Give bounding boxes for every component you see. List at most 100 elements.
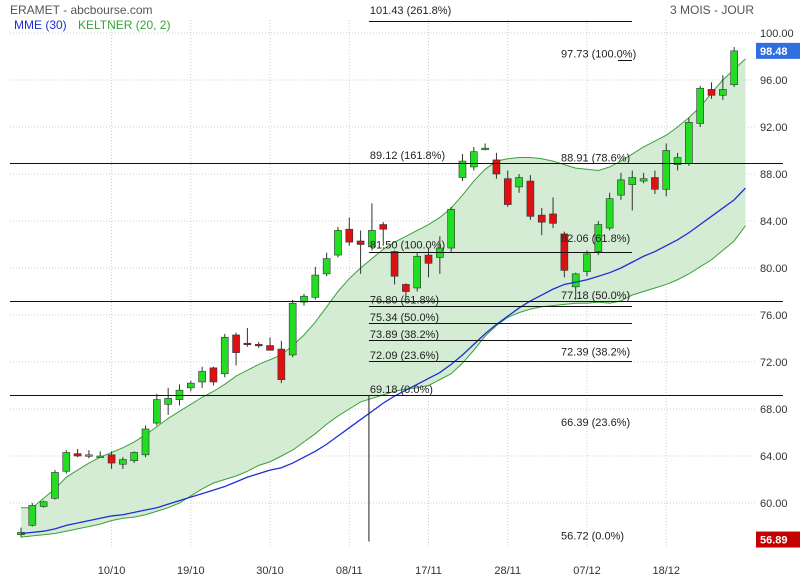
fibonacci-label: 97.73 (100.0%) — [561, 49, 636, 61]
candle-body — [62, 452, 71, 472]
candle-body — [503, 178, 512, 205]
x-tick-label: 30/10 — [256, 565, 284, 577]
x-tick-label: 10/10 — [98, 565, 126, 577]
candle-body — [368, 230, 376, 248]
candle-body — [515, 177, 523, 188]
candle-body — [119, 459, 127, 465]
x-tick-label: 17/11 — [415, 565, 442, 577]
candle-body — [322, 258, 331, 275]
fibonacci-label: 73.89 (38.2%) — [370, 329, 439, 341]
candle-body — [481, 147, 489, 150]
candle-body — [28, 505, 37, 526]
candle-body — [187, 382, 195, 389]
candle-body — [198, 371, 206, 383]
y-tick-label: 68.00 — [760, 404, 788, 416]
candle-body — [719, 89, 727, 96]
candle-body — [605, 198, 614, 229]
y-tick-label: 80.00 — [760, 263, 788, 275]
candle-body — [594, 224, 603, 252]
y-tick-label: 72.00 — [760, 357, 788, 369]
candle-body — [639, 178, 648, 182]
candle-body — [673, 157, 682, 165]
candle-body — [730, 50, 738, 86]
candle-body — [277, 348, 286, 380]
candle-body — [492, 159, 501, 175]
candle-body — [402, 284, 410, 292]
fibonacci-label: 66.39 (23.6%) — [561, 417, 630, 429]
candle-body — [300, 295, 308, 303]
candle-body — [571, 273, 580, 288]
candle-body — [617, 179, 625, 196]
fibonacci-label: 56.72 (0.0%) — [561, 531, 624, 543]
candle-body — [662, 150, 671, 190]
candle-body — [628, 177, 637, 185]
candle-body — [51, 472, 59, 499]
candle-body — [232, 334, 240, 353]
fibonacci-label: 89.12 (161.8%) — [370, 150, 445, 162]
legend-keltner: KELTNER (20, 2) — [78, 18, 171, 32]
candle-body — [266, 345, 274, 351]
fibonacci-label: 76.80 (61.8%) — [370, 295, 439, 307]
candle-body — [209, 367, 218, 383]
candle-body — [651, 177, 659, 190]
candle-body — [390, 251, 399, 277]
y-tick-label: 100.00 — [760, 28, 794, 40]
y-tick-label: 92.00 — [760, 122, 788, 134]
candle-body — [549, 213, 557, 224]
candle-body — [379, 224, 388, 230]
chart-title: ERAMET - abcbourse.com — [10, 3, 153, 17]
y-tick-label: 96.00 — [760, 75, 788, 87]
fibonacci-label: 77.18 (50.0%) — [561, 290, 630, 302]
candle-body — [583, 253, 591, 272]
candle-body — [526, 180, 535, 217]
candle-body — [164, 398, 172, 405]
fibonacci-label: 72.39 (38.2%) — [561, 346, 630, 358]
candle-body — [356, 240, 365, 245]
y-tick-label: 64.00 — [760, 451, 788, 463]
candle-body — [254, 344, 263, 347]
x-tick-label: 18/12 — [652, 565, 680, 577]
candle-body — [175, 389, 184, 400]
low-price-badge: 56.89 — [760, 535, 788, 547]
legend-mme: MME (30) — [14, 18, 67, 32]
candle-body — [334, 230, 342, 256]
fibonacci-label: 75.34 (50.0%) — [370, 312, 439, 324]
candle-body — [447, 208, 455, 249]
candle-body — [345, 228, 354, 243]
last-price-badge-bg — [756, 42, 800, 59]
y-tick-label: 88.00 — [760, 169, 788, 181]
candle-body — [220, 337, 229, 375]
candle-body — [153, 399, 161, 424]
candle-body — [96, 455, 105, 458]
candle-body — [107, 454, 116, 464]
keltner-band — [21, 58, 746, 538]
candle-body — [458, 160, 467, 178]
candle-body — [707, 89, 716, 96]
candle-body — [141, 428, 150, 456]
mme-line — [20, 187, 746, 535]
plot-area — [17, 47, 746, 538]
candle-body — [243, 342, 252, 346]
candle-body — [130, 452, 138, 462]
candle-body — [73, 453, 82, 457]
period-label[interactable]: 3 MOIS - JOUR — [669, 3, 754, 17]
candle-body — [696, 87, 705, 124]
fibonacci-label: 101.43 (261.8%) — [370, 5, 451, 17]
candle-body — [685, 122, 693, 164]
fibonacci-label: 72.09 (23.6%) — [370, 350, 439, 362]
fibonacci-label: 88.91 (78.6%) — [561, 152, 630, 164]
last-price-badge: 98.48 — [760, 46, 788, 58]
candle-body — [39, 501, 48, 507]
x-tick-label: 07/12 — [573, 565, 601, 577]
x-tick-label: 08/11 — [336, 565, 363, 577]
candle-body — [413, 255, 422, 289]
low-price-badge-bg — [756, 531, 800, 548]
keltner-lower-line — [20, 225, 746, 538]
fibonacci-label: 69.18 (0.0%) — [370, 384, 433, 396]
fibonacci-label: 82.06 (61.8%) — [561, 233, 630, 245]
y-tick-label: 84.00 — [760, 216, 788, 228]
y-tick-label: 76.00 — [760, 310, 788, 322]
x-tick-label: 28/11 — [494, 565, 521, 577]
fibonacci-label: 81.50 (100.0%) — [370, 239, 445, 251]
